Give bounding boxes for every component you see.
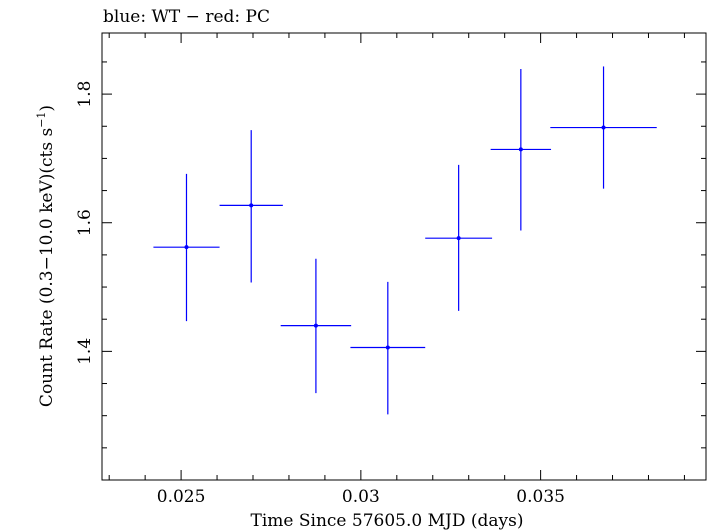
- y-axis-label-end: ): [37, 105, 57, 112]
- data-point: [425, 164, 493, 311]
- x-tick-label: 0.035: [516, 487, 565, 507]
- y-axis-label-superscript: −1: [35, 112, 48, 128]
- data-marker: [184, 245, 189, 250]
- data-marker: [249, 203, 254, 208]
- data-point: [153, 173, 220, 322]
- data-point: [280, 258, 352, 394]
- data-marker: [385, 345, 390, 350]
- plot-frame: [101, 32, 707, 481]
- y-tick-label: 1.6: [75, 209, 95, 236]
- data-marker: [601, 125, 606, 130]
- y-tick-label: 1.4: [75, 338, 95, 365]
- data-series: [153, 66, 657, 415]
- y-tick-label: 1.8: [75, 81, 95, 108]
- data-marker: [313, 323, 318, 328]
- data-point: [550, 66, 657, 189]
- axis-tick-labels: 0.025 0.03 0.035 1.4 1.6 1.8: [75, 81, 565, 507]
- x-tick-label: 0.03: [342, 487, 380, 507]
- axis-ticks: [102, 33, 706, 481]
- x-tick-label: 0.025: [157, 487, 206, 507]
- data-marker: [456, 236, 461, 241]
- chart-title: blue: WT − red: PC: [103, 7, 270, 27]
- x-axis-label: Time Since 57605.0 MJD (days): [251, 511, 524, 531]
- data-marker: [518, 147, 523, 152]
- y-axis-label-main: Count Rate (0.3−10.0 keV)(cts s: [37, 128, 57, 407]
- data-point: [490, 69, 552, 231]
- data-point: [350, 281, 426, 415]
- y-axis-label: Count Rate (0.3−10.0 keV)(cts s−1): [35, 105, 57, 407]
- data-point: [219, 130, 283, 283]
